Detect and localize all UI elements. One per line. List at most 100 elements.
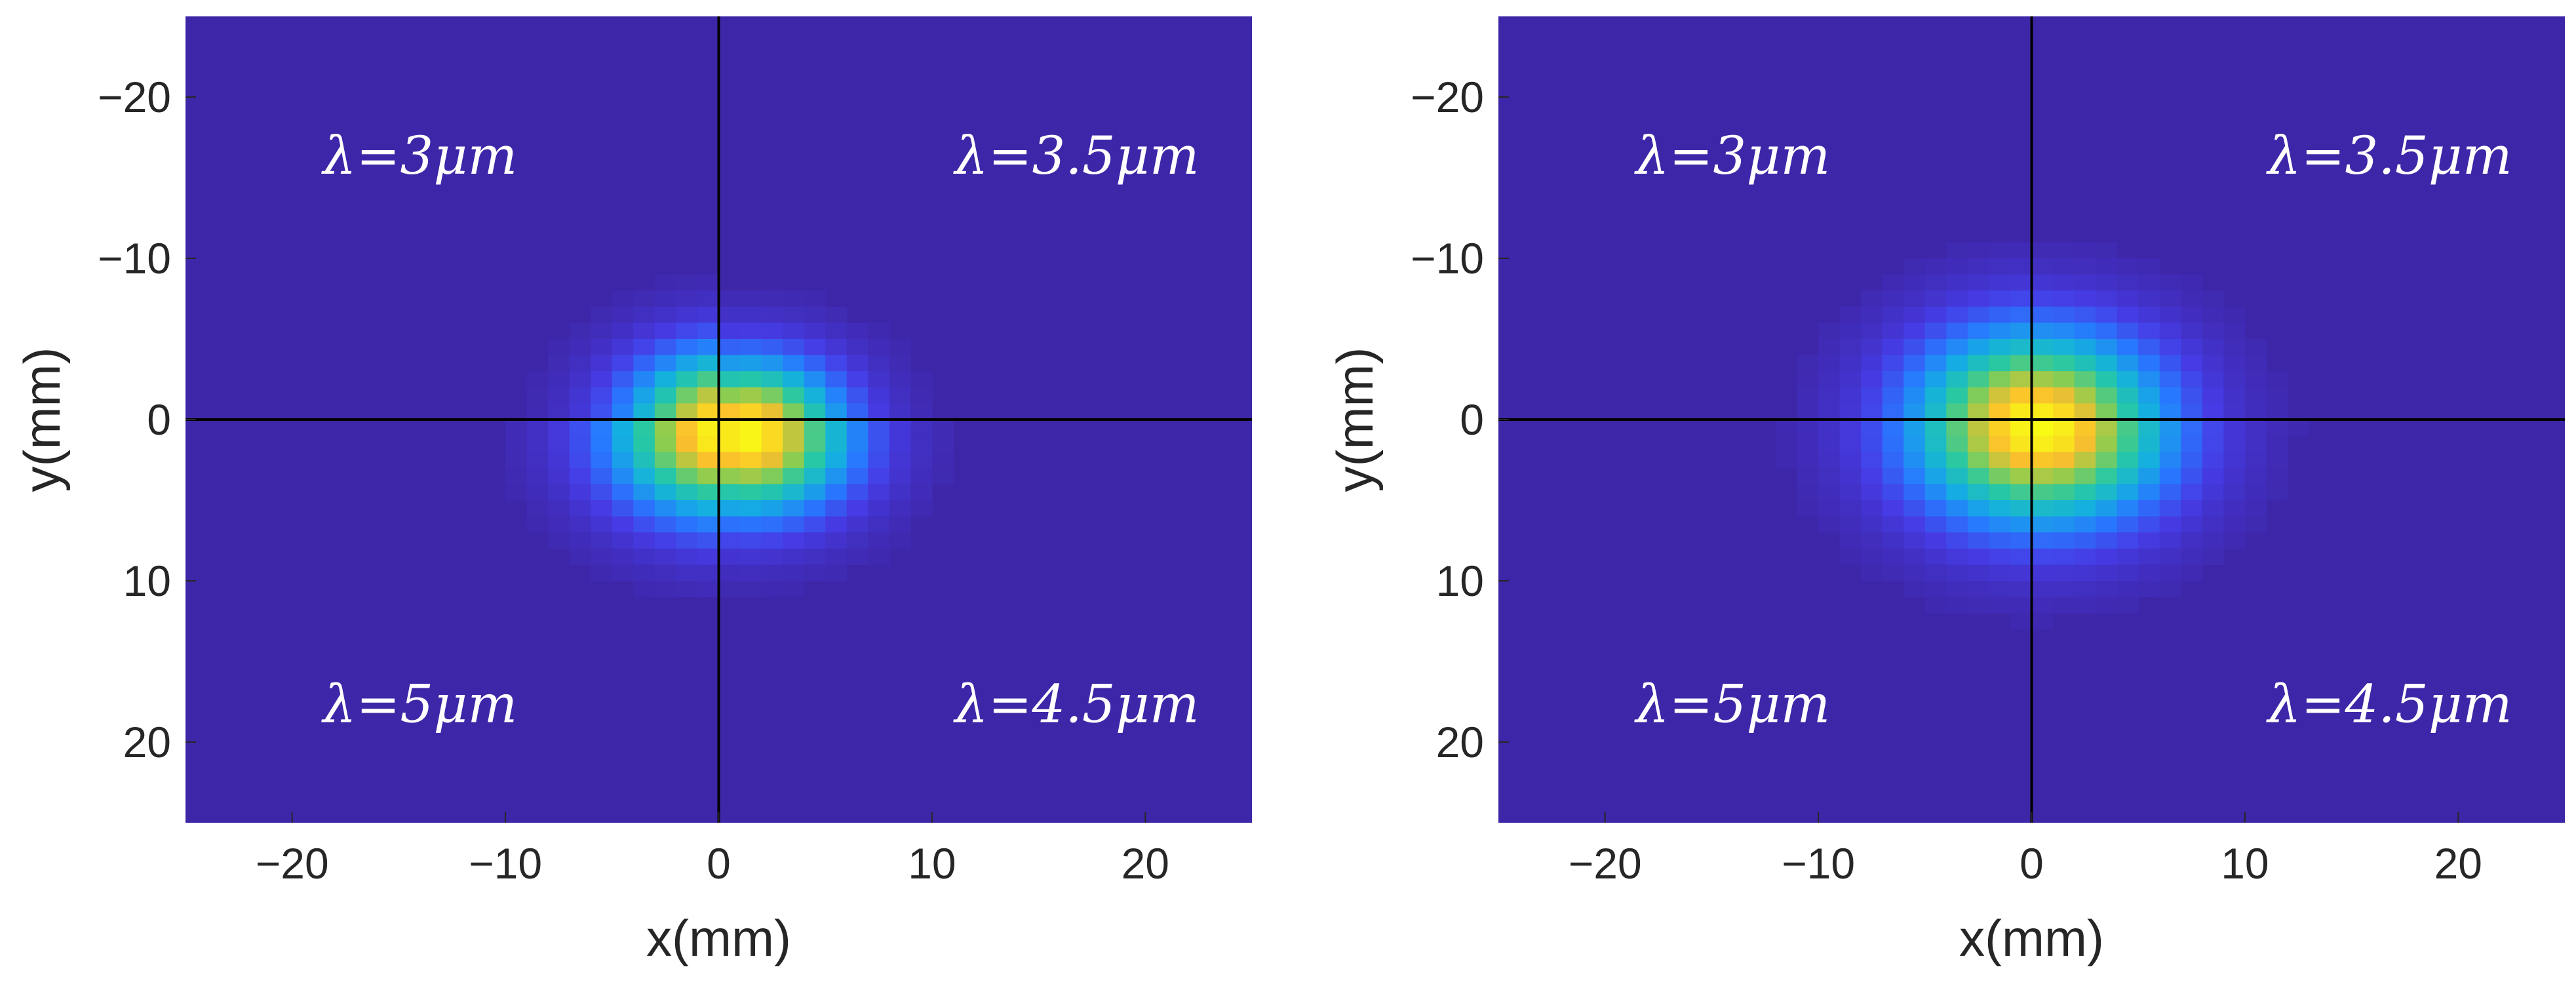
heatmap-cell	[2202, 306, 2224, 323]
heatmap-cell	[2096, 516, 2118, 533]
heatmap-cell	[633, 564, 655, 581]
heatmap-cell	[633, 306, 655, 323]
quadrant-label-top-left: λ=3μm	[1634, 125, 1830, 186]
heatmap-cell	[2202, 339, 2224, 356]
heatmap-cell	[825, 564, 848, 581]
heatmap-cell	[740, 467, 762, 484]
heatmap-cell	[2223, 452, 2246, 469]
heatmap-cell	[2117, 420, 2139, 437]
heatmap-cell	[612, 323, 634, 340]
heatmap-cell	[825, 371, 848, 388]
heatmap-cell	[2202, 403, 2224, 420]
heatmap-cell	[633, 339, 655, 356]
heatmap-cell	[1989, 564, 2011, 581]
heatmap-cell	[846, 516, 868, 533]
quadrant-label-bottom-right: λ=4.5μm	[2266, 673, 2512, 734]
heatmap-cell	[910, 403, 933, 420]
heatmap-cell	[2244, 403, 2267, 420]
heatmap-cell	[1776, 452, 1798, 469]
heatmap-cell	[697, 435, 720, 452]
heatmap-cell	[2138, 258, 2160, 275]
quadrant-label-bottom-left: λ=5μm	[1634, 673, 1830, 734]
heatmap-cell	[910, 467, 933, 484]
heatmap-cell	[2010, 387, 2033, 404]
heatmap-cell	[1924, 387, 1947, 404]
heatmap-cell	[2096, 290, 2118, 307]
heatmap-cell	[1924, 452, 1947, 469]
heatmap-cell	[2266, 371, 2288, 388]
heatmap-cell	[2159, 484, 2181, 501]
heatmap-cell	[783, 435, 805, 452]
heatmap-cell	[1989, 339, 2011, 356]
heatmap-cell	[2053, 484, 2075, 501]
heatmap-cell	[761, 548, 783, 565]
heatmap-cell	[2074, 306, 2096, 323]
heatmap-cell	[2159, 467, 2181, 484]
x-axis-label: x(mm)	[1959, 909, 2104, 967]
heatmap-cell	[783, 500, 805, 517]
heatmap-cell	[2287, 420, 2310, 437]
heatmap-cell	[612, 387, 634, 404]
heatmap-cell	[1818, 435, 1841, 452]
heatmap-cell	[526, 420, 549, 437]
heatmap-cell	[931, 435, 954, 452]
heatmap-cell	[654, 452, 677, 469]
heatmap-cell	[2117, 323, 2139, 340]
heatmap-cell	[1989, 467, 2011, 484]
heatmap-cell	[1797, 484, 1819, 501]
heatmap-cell	[505, 484, 528, 501]
heatmap-cell	[1797, 403, 1819, 420]
heatmap-cell	[2117, 306, 2139, 323]
heatmap-cell	[783, 467, 805, 484]
y-tick-label: 20	[123, 718, 171, 766]
heatmap-cell	[825, 532, 848, 549]
x-axis-label: x(mm)	[646, 909, 791, 967]
heatmap-cell	[2031, 613, 2054, 630]
heatmap-cell	[676, 500, 698, 517]
heatmap-cell	[761, 452, 783, 469]
heatmap-cell	[2138, 420, 2160, 437]
heatmap-cell	[1946, 323, 1968, 340]
heatmap-cell	[1861, 467, 1883, 484]
heatmap-cell	[889, 532, 911, 549]
heatmap-cell	[1924, 532, 1947, 549]
heatmap-cell	[868, 484, 890, 501]
heatmap-cell	[1903, 274, 1926, 291]
heatmap-cell	[783, 548, 805, 565]
heatmap-cell	[761, 435, 783, 452]
heatmap-cell	[2096, 564, 2118, 581]
heatmap-cell	[2010, 597, 2033, 614]
heatmap-cell	[2117, 467, 2139, 484]
heatmap-cell	[591, 435, 613, 452]
heatmap-cell	[1839, 435, 1862, 452]
heatmap-cell	[676, 355, 698, 372]
heatmap-cell	[633, 500, 655, 517]
heatmap-cell	[1861, 452, 1883, 469]
heatmap-cell	[1989, 387, 2011, 404]
heatmap-cell	[1882, 484, 1904, 501]
heatmap-cell	[846, 500, 868, 517]
heatmap-cell	[697, 339, 720, 356]
heatmap-cell	[612, 532, 634, 549]
heatmap-cell	[2244, 387, 2267, 404]
heatmap-cell	[548, 339, 570, 356]
heatmap-panel-2: λ=3μm λ=3.5μm λ=5μm λ=4.5μm −20 −10 0 10 20 −20 −1…	[1326, 16, 2565, 967]
heatmap-cell	[931, 420, 954, 437]
heatmap-cell	[1903, 516, 1926, 533]
heatmap-cell	[2010, 516, 2033, 533]
heatmap-cell	[1967, 484, 1990, 501]
heatmap-cell	[1924, 339, 1947, 356]
heatmap-cell	[825, 306, 848, 323]
heatmap-cell	[804, 452, 826, 469]
heatmap-cell	[2181, 452, 2203, 469]
heatmap-cell	[1903, 403, 1926, 420]
heatmap-cell	[718, 532, 741, 549]
heatmap-cell	[1924, 274, 1947, 291]
heatmap-cell	[2181, 420, 2203, 437]
heatmap-cell	[2202, 452, 2224, 469]
heatmap-cell	[868, 323, 890, 340]
heatmap-cell	[1946, 387, 1968, 404]
y-tick-label: 0	[147, 395, 171, 444]
heatmap-cell	[1946, 516, 1968, 533]
